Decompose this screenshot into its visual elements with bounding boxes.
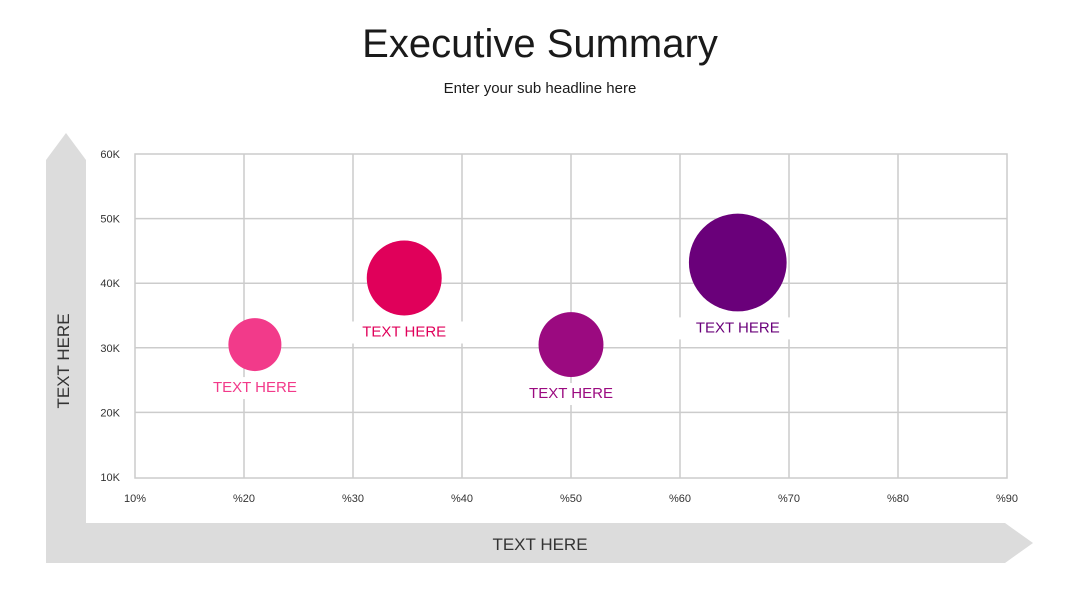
x-tick-label: %50 xyxy=(560,493,582,505)
x-tick-label: %90 xyxy=(996,493,1018,505)
x-tick-label: %40 xyxy=(451,493,473,505)
bubble-label: TEXT HERE xyxy=(213,379,297,396)
chart-subtitle: Enter your sub headline here xyxy=(443,80,637,97)
y-axis-arrow xyxy=(46,133,86,563)
bubble-label-background xyxy=(192,377,317,400)
x-axis-title: TEXT HERE xyxy=(492,535,588,554)
x-axis-arrow xyxy=(46,523,1033,563)
y-tick-label: 10K xyxy=(100,472,120,484)
bubble-point xyxy=(366,240,442,316)
bubble-label-background xyxy=(342,321,467,344)
bubble-label: TEXT HERE xyxy=(362,324,446,341)
bubble-point xyxy=(538,312,604,378)
x-tick-label: %60 xyxy=(669,493,691,505)
y-tick-label: 50K xyxy=(100,214,120,226)
bubble-point xyxy=(688,213,787,312)
x-tick-label: %70 xyxy=(778,493,800,505)
y-tick-label: 40K xyxy=(100,278,120,290)
y-tick-label: 20K xyxy=(100,407,120,419)
bubble-label-background xyxy=(509,383,633,406)
chart-title: Executive Summary xyxy=(362,22,718,66)
x-tick-label: %20 xyxy=(233,493,255,505)
y-tick-label: 60K xyxy=(100,149,120,161)
x-tick-label: %30 xyxy=(342,493,364,505)
bubble-label: TEXT HERE xyxy=(696,319,780,336)
x-tick-label: 10% xyxy=(124,493,146,505)
bubble-point xyxy=(228,318,282,372)
bubble-label: TEXT HERE xyxy=(529,385,613,402)
bubble-label-background xyxy=(675,317,800,340)
y-axis-title: TEXT HERE xyxy=(54,313,73,409)
y-tick-label: 30K xyxy=(100,343,120,355)
x-tick-label: %80 xyxy=(887,493,909,505)
